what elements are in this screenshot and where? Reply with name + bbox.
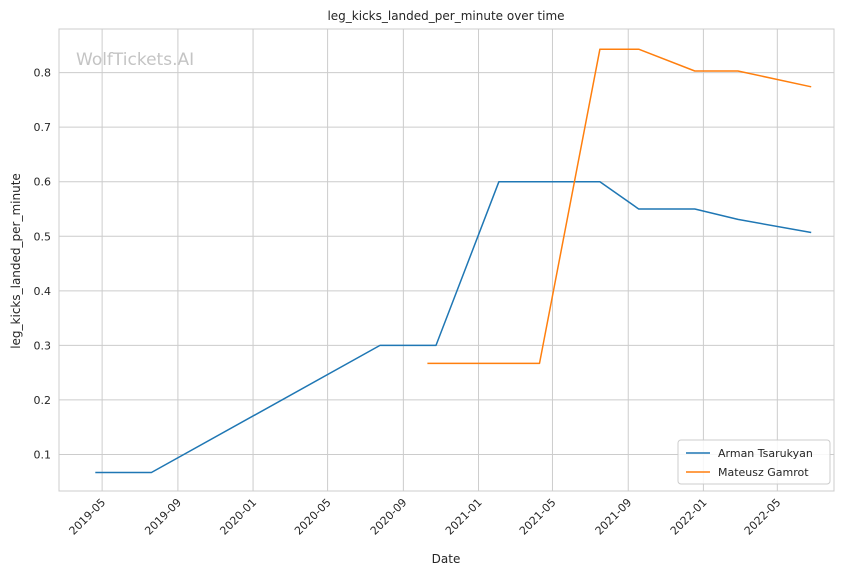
- x-tick-label: 2021-01: [443, 496, 485, 538]
- x-tick-label: 2020-09: [368, 496, 410, 538]
- chart-title: leg_kicks_landed_per_minute over time: [327, 9, 564, 23]
- x-tick-label: 2021-05: [517, 496, 559, 538]
- watermark: WolfTickets.AI: [76, 50, 194, 70]
- x-tick-label: 2019-09: [142, 496, 184, 538]
- legend: Arman Tsarukyan Mateusz Gamrot: [677, 439, 831, 485]
- y-tick-label: 0.2: [34, 394, 52, 407]
- y-tick-label: 0.5: [34, 230, 52, 243]
- y-axis-label: leg_kicks_landed_per_minute: [9, 173, 23, 349]
- x-tick-label: 2020-05: [292, 496, 334, 538]
- y-tick-label: 0.7: [34, 121, 52, 134]
- x-tick-label: 2021-09: [593, 496, 635, 538]
- y-tick-label: 0.4: [34, 285, 52, 298]
- x-tick-label: 2022-05: [742, 496, 784, 538]
- series-line-2: [427, 48, 812, 365]
- x-axis-label: Date: [432, 552, 461, 566]
- series-line-1: [95, 180, 812, 474]
- legend-box: [677, 439, 831, 485]
- y-tick-label: 0.6: [34, 176, 52, 189]
- y-tick-label: 0.8: [34, 67, 52, 80]
- plot-frame: [58, 28, 835, 492]
- grid: [59, 29, 834, 491]
- x-tick-label: 2019-05: [67, 496, 109, 538]
- y-tick-label: 0.1: [34, 448, 52, 461]
- legend-label: Arman Tsarukyan: [718, 447, 813, 460]
- x-tick-label: 2020-01: [217, 496, 259, 538]
- y-axis-ticks: 0.1 0.2 0.3 0.4 0.5 0.6 0.7 0.8: [34, 67, 52, 462]
- y-tick-label: 0.3: [34, 339, 52, 352]
- series-layer: [95, 48, 812, 474]
- x-tick-label: 2022-01: [668, 496, 710, 538]
- legend-label: Mateusz Gamrot: [718, 466, 809, 479]
- x-axis-ticks: 2019-05 2019-09 2020-01 2020-05 2020-09 2021-…: [67, 496, 784, 538]
